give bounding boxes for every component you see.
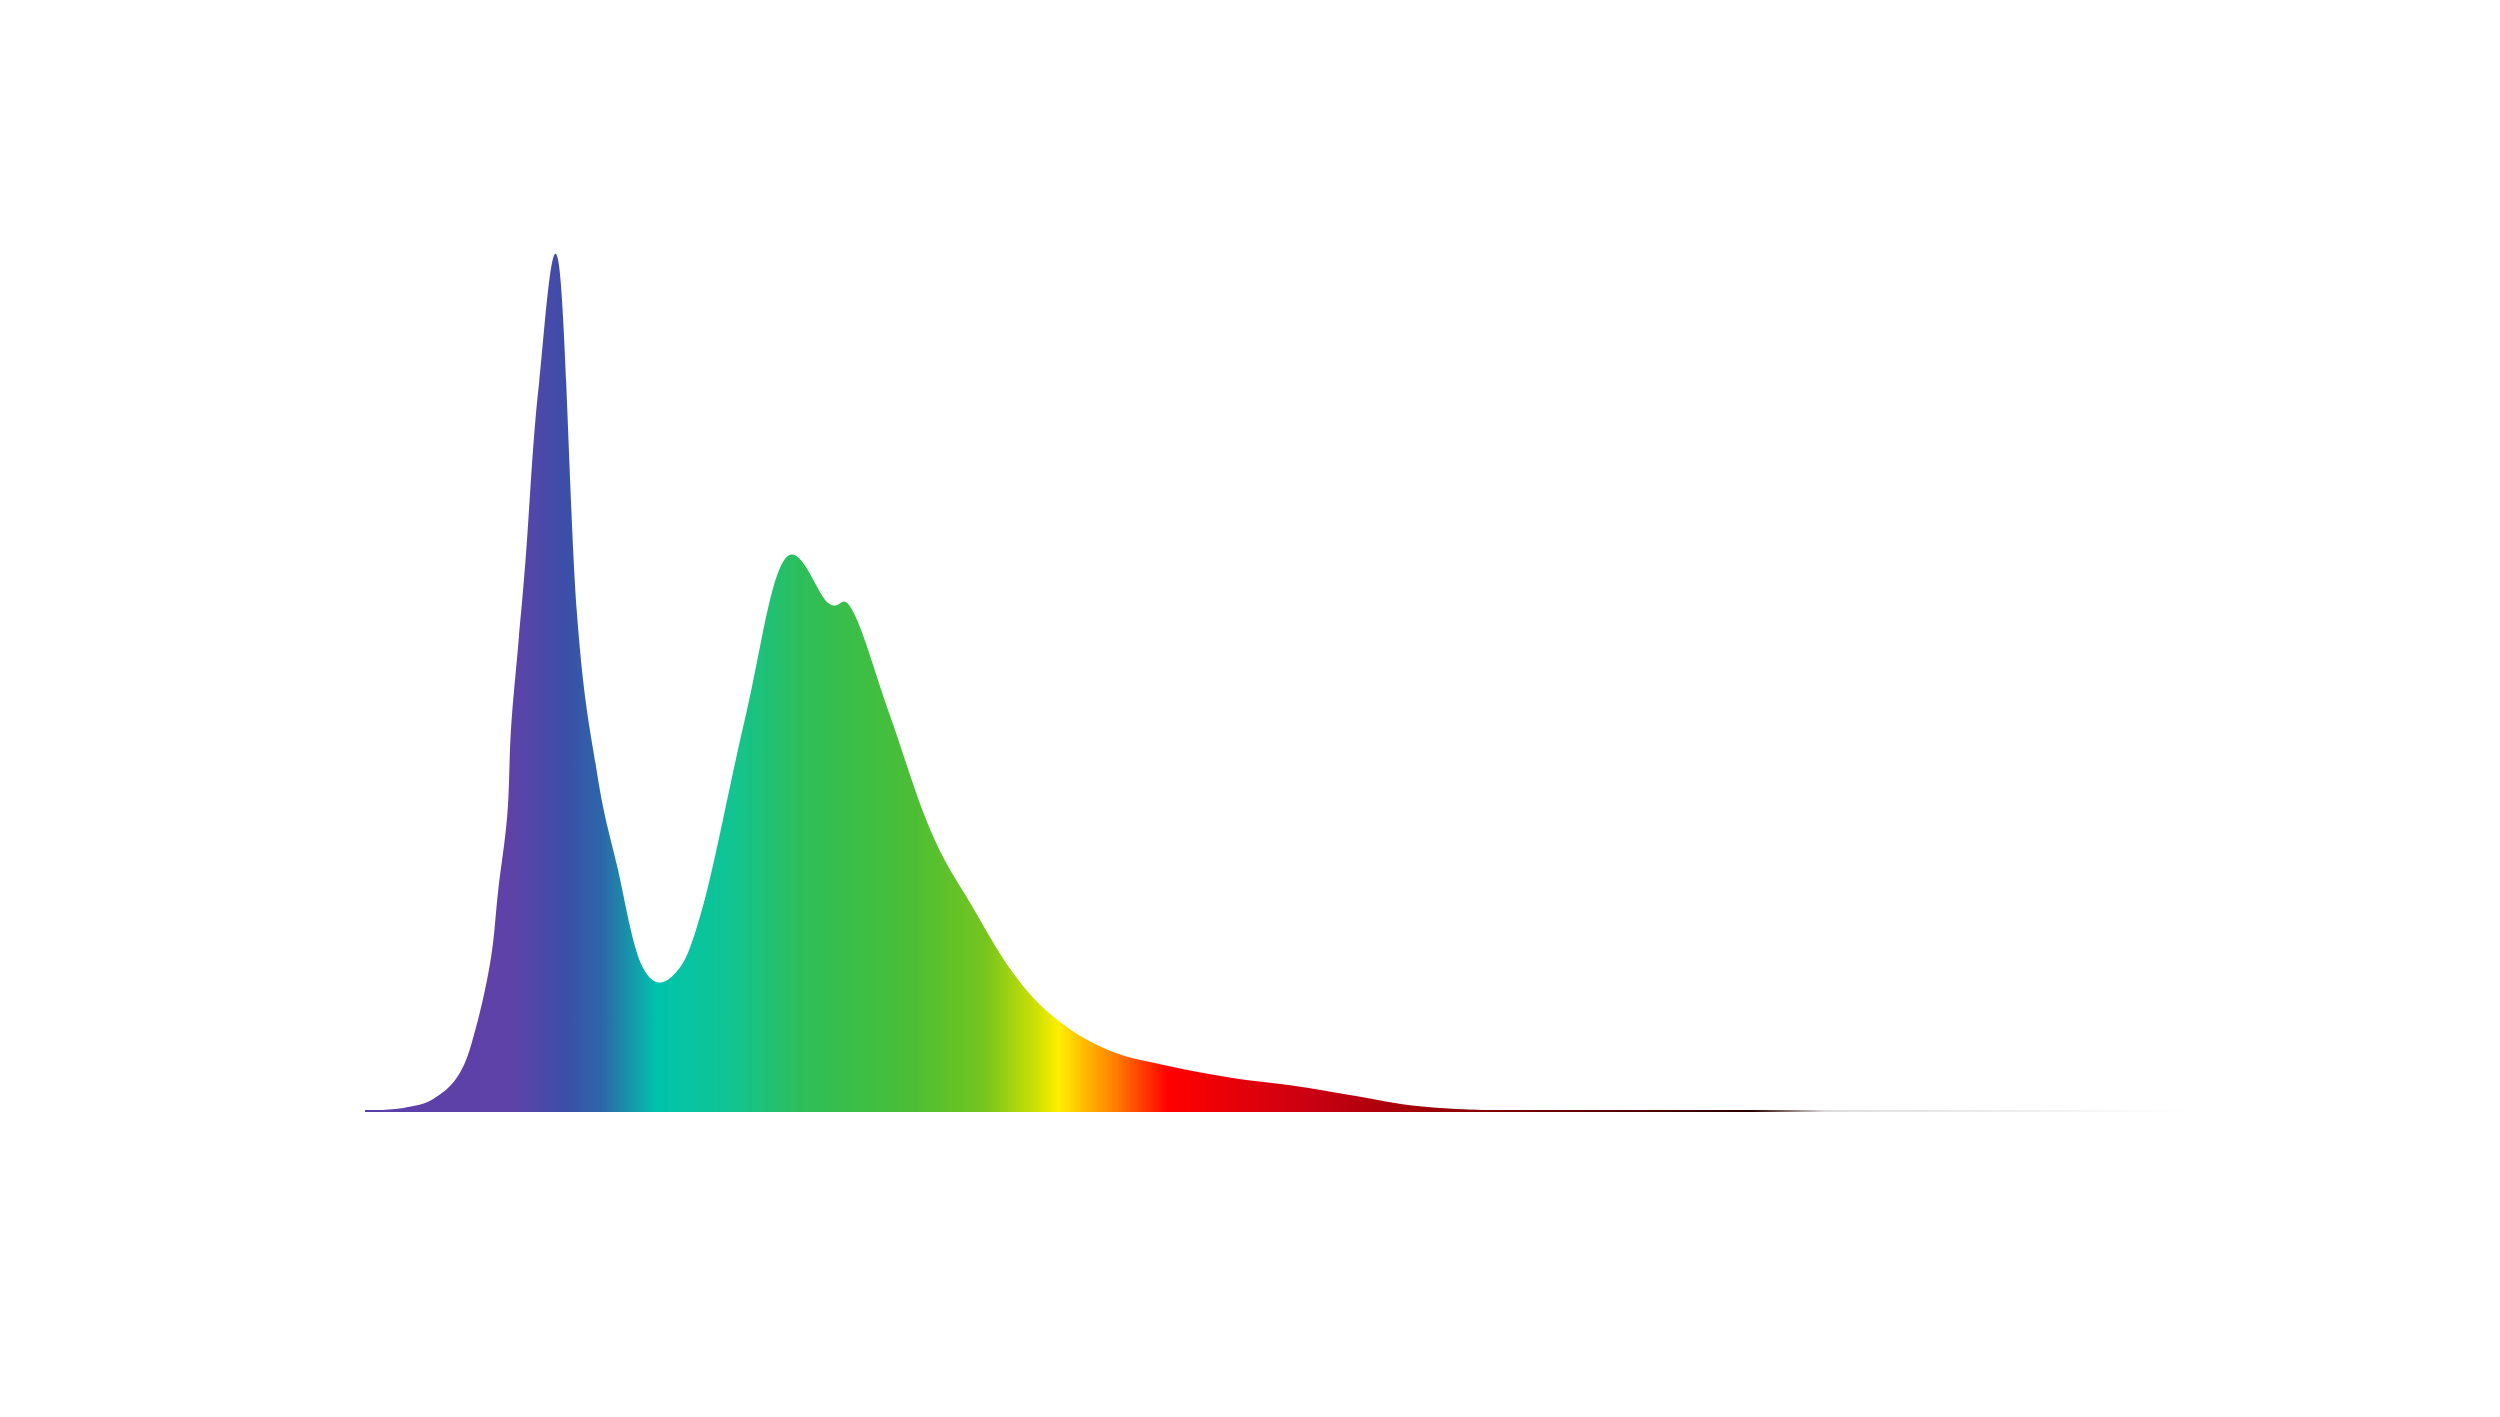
spectrum-data-point bbox=[641, 966, 643, 968]
spectrum-data-point bbox=[1486, 1109, 1488, 1111]
spectrum-data-point bbox=[1746, 1110, 1748, 1112]
spectrum-data-point bbox=[851, 609, 853, 611]
spectrum-data-point bbox=[459, 1072, 461, 1074]
spectrum-data-point bbox=[828, 602, 830, 604]
spectrum-data-point bbox=[672, 974, 674, 976]
spectrum-data-point bbox=[497, 889, 499, 891]
spectrum-data-point bbox=[1415, 1105, 1417, 1107]
spectrum-data-point bbox=[1647, 1110, 1649, 1112]
spectrum-data-point bbox=[1824, 1110, 1826, 1112]
spectrum-data-point bbox=[744, 719, 746, 721]
spectrum-data-point bbox=[1163, 1064, 1165, 1066]
spectrum-data-point bbox=[576, 609, 578, 611]
spectrum-data-point bbox=[537, 388, 539, 390]
spectrum-data-point bbox=[1291, 1085, 1293, 1087]
spectrum-data-point bbox=[2189, 1110, 2191, 1112]
spectrum-data-point bbox=[784, 558, 786, 560]
spectrum-data-point bbox=[2061, 1110, 2063, 1112]
spectrum-data-point bbox=[364, 1110, 366, 1112]
spectrum-area-series bbox=[365, 253, 2190, 1112]
spectrum-data-point bbox=[1231, 1077, 1233, 1079]
spectrum-data-point bbox=[404, 1107, 406, 1109]
spectrum-data-point bbox=[525, 558, 527, 560]
spectrum-data-point bbox=[930, 830, 932, 832]
spectrum-data-point bbox=[517, 643, 519, 645]
spectrum-data-point bbox=[1353, 1095, 1355, 1097]
spectrum-data-point bbox=[1107, 1049, 1109, 1051]
spectrum-data-point bbox=[1952, 1110, 1954, 1112]
spectrum-data-point bbox=[475, 1025, 477, 1027]
spectrum-data-point bbox=[888, 711, 890, 713]
spectrum-data-point bbox=[972, 906, 974, 908]
spectrum-data-point bbox=[557, 261, 559, 263]
spectrum-data-point bbox=[510, 728, 512, 730]
spectrum-data-point bbox=[596, 770, 598, 772]
spectrum-data-point bbox=[433, 1097, 435, 1099]
spectrum-data-point bbox=[1014, 974, 1016, 976]
spectrum-data-point bbox=[702, 906, 704, 908]
spectrum-data-point bbox=[616, 864, 618, 866]
spectrum-data-point bbox=[1056, 1018, 1058, 1020]
spectrum-data-point bbox=[490, 957, 492, 959]
spectrum-data-point bbox=[1567, 1110, 1569, 1112]
spectrum-data-point bbox=[506, 813, 508, 815]
